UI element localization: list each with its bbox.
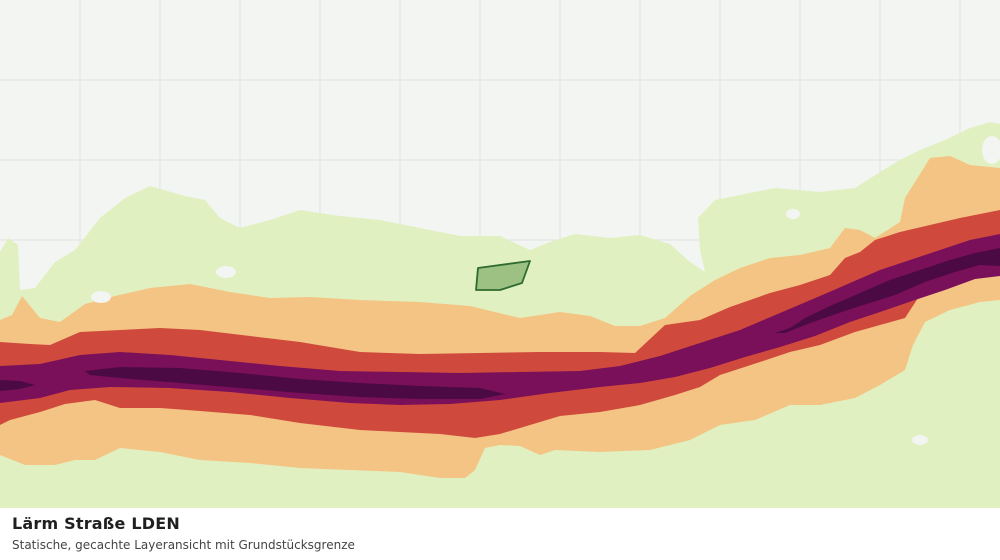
noise-band-4 [0, 234, 1000, 405]
noise-band-highest-east [775, 248, 1000, 333]
noise-band-highest-west [0, 380, 35, 391]
layer-title: Lärm Straße LDEN [12, 514, 180, 533]
layer-caption: Lärm Straße LDEN Statische, gecachte Lay… [0, 508, 1000, 560]
noise-band-highest [85, 367, 505, 399]
layer-subtitle: Statische, gecachte Layeransicht mit Gru… [12, 538, 355, 552]
noise-band-gaps [91, 136, 1000, 445]
parcel-boundary[interactable] [475, 260, 531, 291]
